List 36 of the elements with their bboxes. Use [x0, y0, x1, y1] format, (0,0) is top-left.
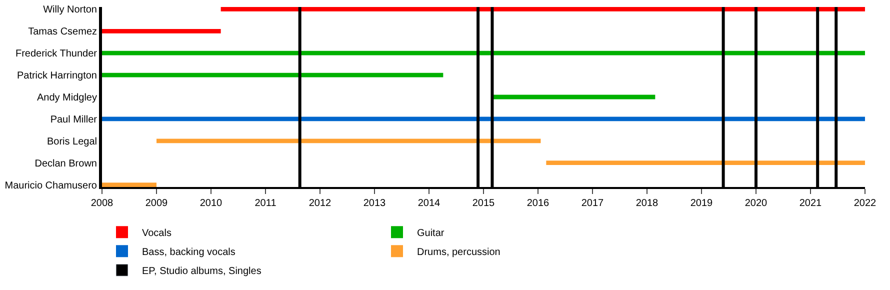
x-tick-label: 2012: [308, 198, 332, 209]
x-tick-label: 2016: [526, 198, 550, 209]
y-tick-label: Frederick Thunder: [15, 48, 98, 60]
x-tick-label: 2011: [254, 198, 277, 209]
bar: [102, 50, 865, 56]
bar: [102, 72, 444, 78]
x-tick-label: 2021: [799, 198, 822, 209]
bar: [102, 28, 221, 34]
x-tick-label: 2022: [854, 198, 877, 209]
x-tick-label: 2020: [744, 198, 768, 209]
bar: [220, 7, 865, 12]
bar: [102, 182, 156, 187]
y-tick-label: Willy Norton: [43, 4, 97, 16]
y-tick-label: Declan Brown: [34, 158, 97, 170]
y-tick-label: Andy Midgley: [36, 92, 97, 104]
legend-label: Bass, backing vocals: [142, 247, 236, 258]
y-tick-label: Paul Miller: [50, 114, 98, 126]
y-tick-label: Boris Legal: [46, 136, 97, 148]
x-tick-label: 2015: [472, 198, 496, 209]
y-tick-label: Tamas Csemez: [28, 26, 97, 38]
legend-label: Guitar: [417, 228, 445, 239]
legend-label: EP, Studio albums, Singles: [142, 266, 262, 277]
legend-label: Drums, percussion: [417, 247, 500, 258]
x-tick-label: 2009: [145, 198, 168, 209]
y-tick-label: Patrick Harrington: [16, 70, 97, 82]
x-tick-label: 2019: [690, 198, 714, 209]
bar: [546, 160, 865, 166]
bar: [156, 138, 541, 144]
x-tick-label: 2014: [418, 198, 441, 209]
x-tick-label: 2018: [636, 198, 659, 209]
y-tick-label: Mauricio Chamusero: [4, 180, 98, 192]
x-tick-label: 2013: [363, 198, 386, 209]
legend-label: Vocals: [142, 228, 172, 239]
x-tick-label: 2008: [90, 198, 114, 209]
x-tick-label: 2010: [200, 198, 223, 209]
x-tick-label: 2017: [581, 198, 604, 209]
